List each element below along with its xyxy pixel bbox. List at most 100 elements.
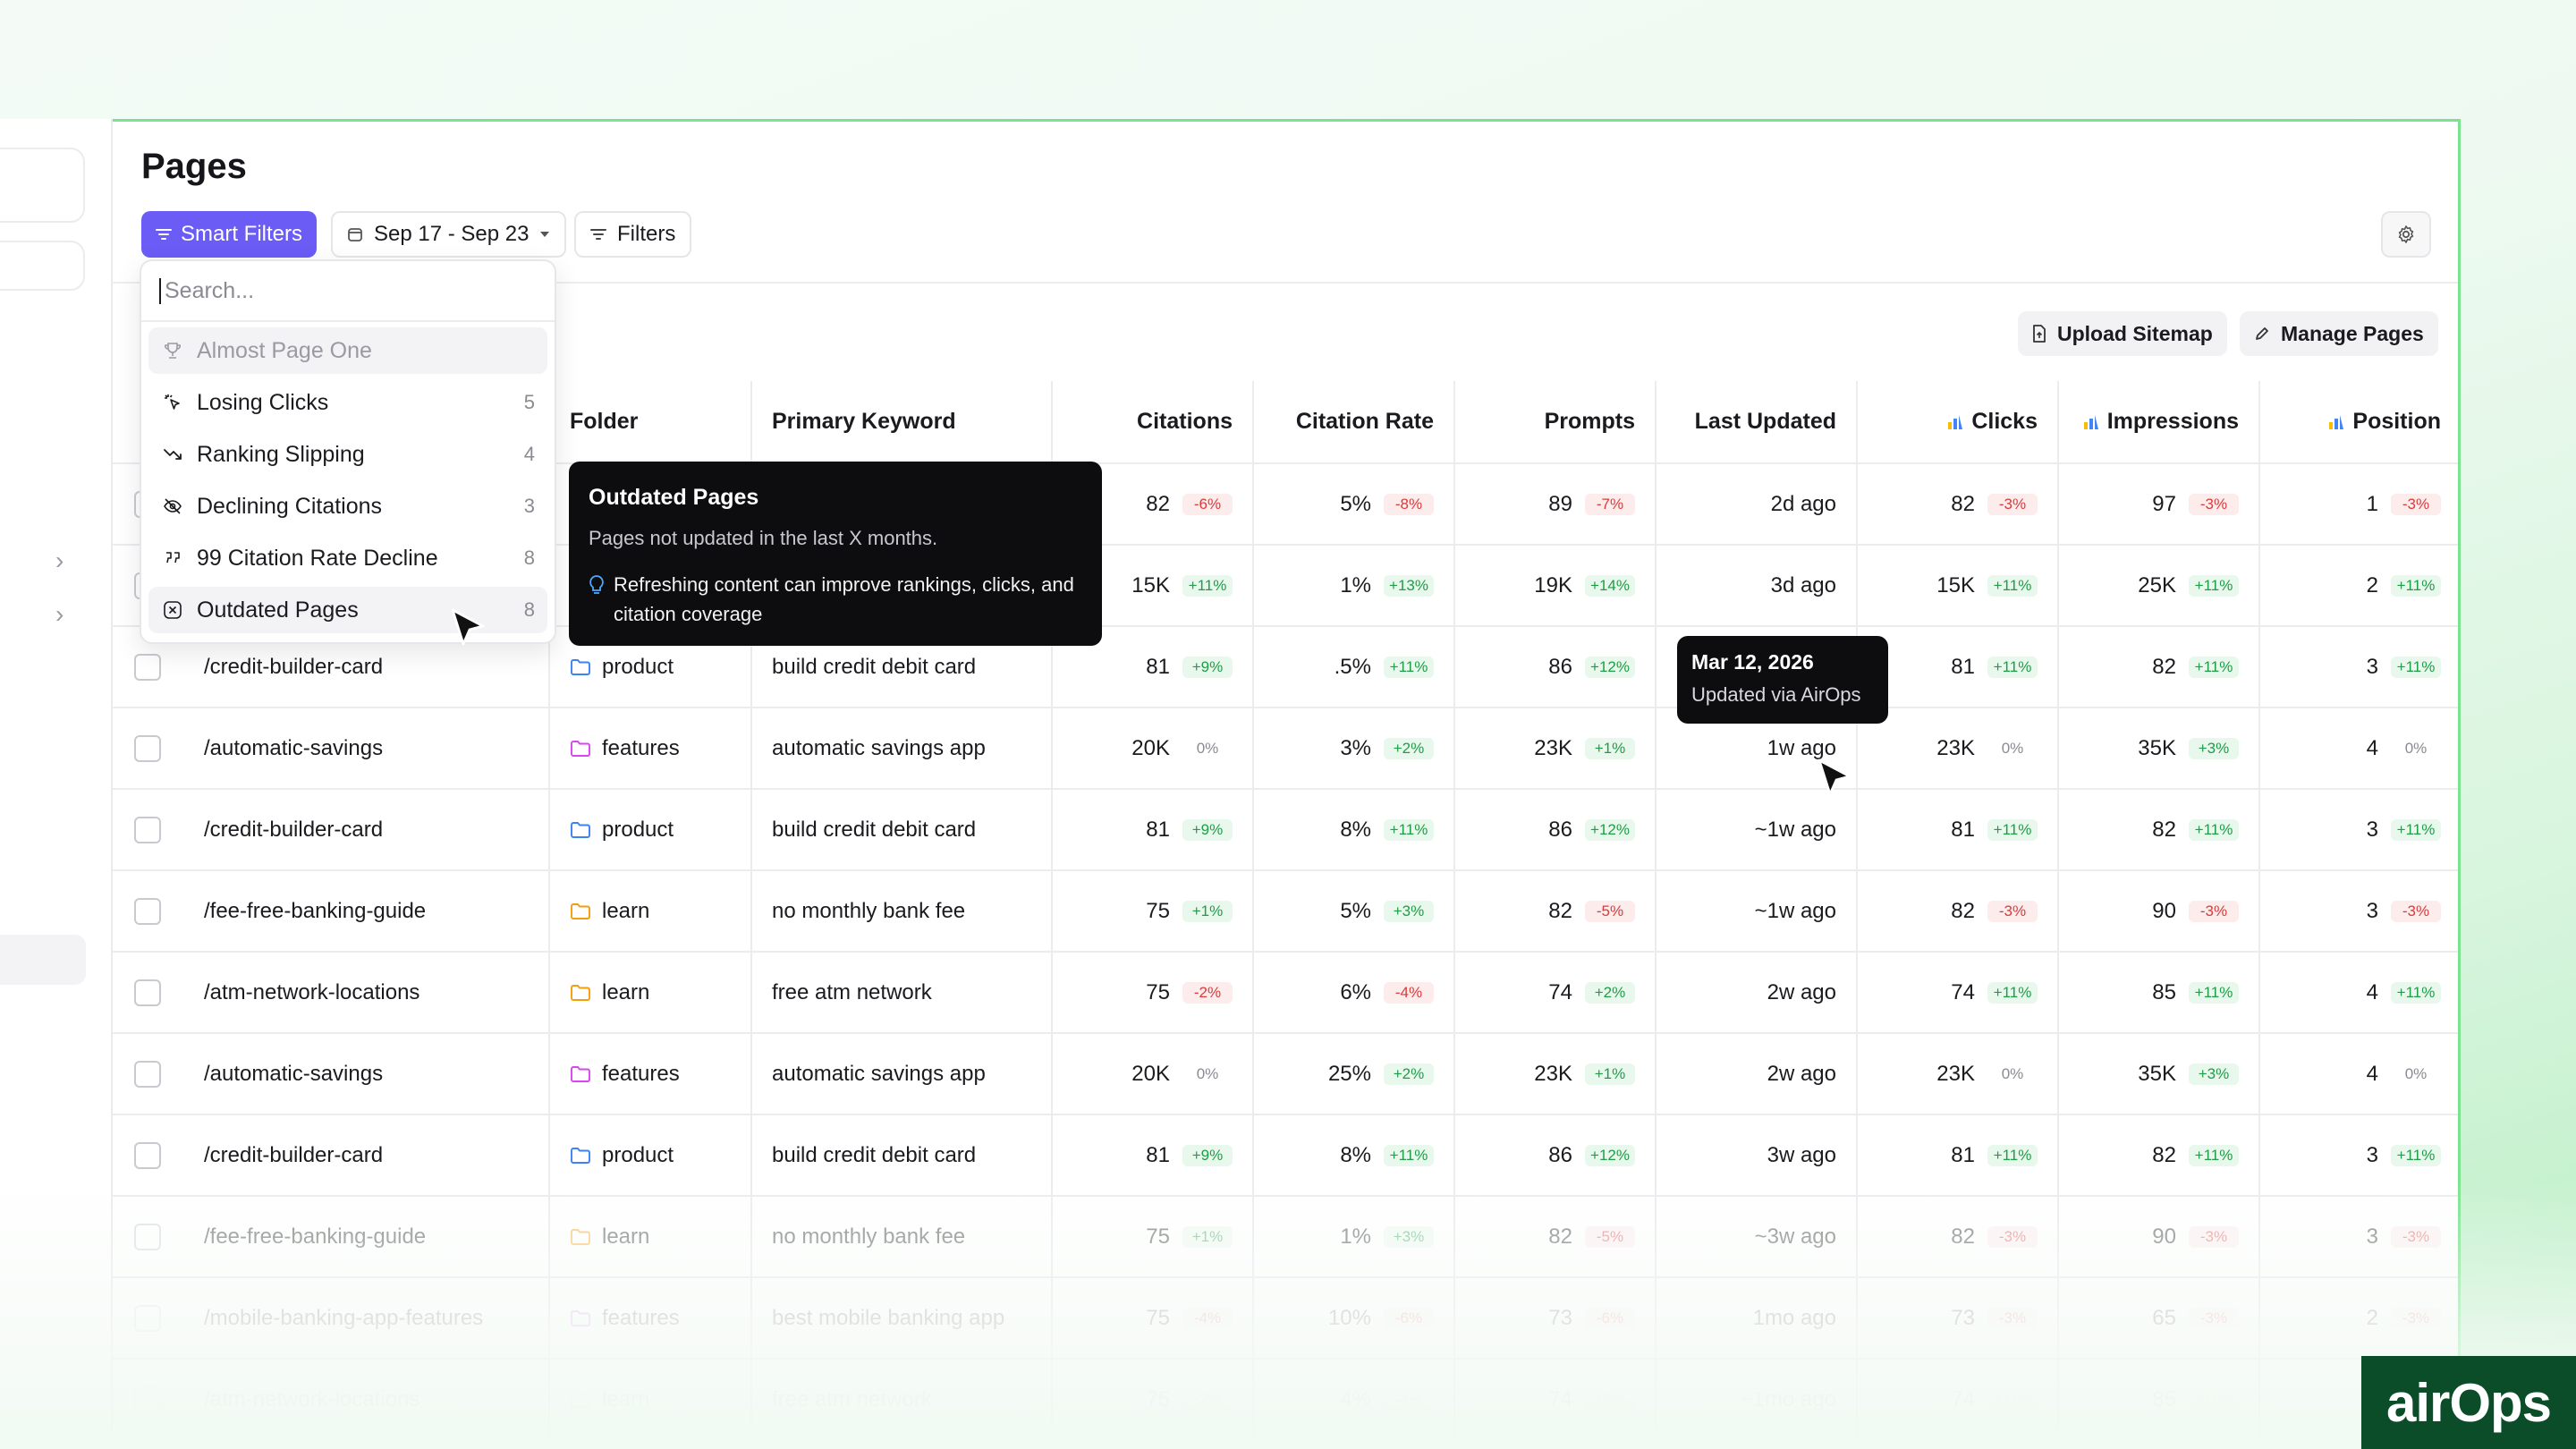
table-row[interactable]: /automatic-savings features automatic savi… <box>113 1033 2458 1115</box>
smart-filter-item[interactable]: Ranking Slipping 4 <box>148 431 547 478</box>
mouse-cursor-icon <box>1818 758 1852 796</box>
folder-cell: features <box>549 708 752 790</box>
row-checkbox[interactable] <box>134 1060 161 1088</box>
table-row[interactable]: /mobile-banking-app-features features best… <box>113 1277 2458 1360</box>
impressions-delta: +3% <box>2189 1063 2239 1085</box>
table-row[interactable]: /atm-network-locations learn free atm netw… <box>113 1359 2458 1441</box>
position-value: 3 <box>2366 817 2378 842</box>
header-prompts[interactable]: Prompts <box>1454 381 1657 464</box>
page-url[interactable]: /atm-network-locations <box>204 1386 420 1411</box>
url-cell[interactable]: /credit-builder-card <box>152 1114 550 1197</box>
table-row[interactable]: /atm-network-locations learn free atm netw… <box>113 952 2458 1034</box>
mouse-cursor-icon <box>451 608 485 646</box>
sidebar-item-selected[interactable] <box>0 935 86 985</box>
table-row[interactable]: /fee-free-banking-guide learn no monthly b… <box>113 870 2458 953</box>
row-checkbox[interactable] <box>134 897 161 925</box>
upload-sitemap-button[interactable]: Upload Sitemap <box>2018 311 2227 356</box>
header-position[interactable]: Position <box>2259 381 2458 464</box>
tooltip-date-subtitle: Updated via AirOps <box>1691 683 1861 706</box>
header-primary-keyword[interactable]: Primary Keyword <box>751 381 1053 464</box>
url-cell[interactable]: /atm-network-locations <box>152 952 550 1034</box>
clicks-cell: 82 -3% <box>1857 1196 2059 1278</box>
prompts-cell: 86 +12% <box>1454 1114 1657 1197</box>
keyword-cell: free atm network <box>751 1359 1053 1441</box>
page-url[interactable]: /credit-builder-card <box>204 817 384 842</box>
page-url[interactable]: /mobile-banking-app-features <box>204 1305 484 1330</box>
url-cell[interactable]: /automatic-savings <box>152 708 550 790</box>
sidebar-card[interactable] <box>0 148 85 223</box>
row-checkbox[interactable] <box>134 979 161 1006</box>
page-url[interactable]: /atm-network-locations <box>204 979 420 1004</box>
folder-label: learn <box>602 979 650 1004</box>
last-updated-cell[interactable]: 2w ago <box>1656 952 1858 1034</box>
last-updated-cell[interactable]: 1mo ago <box>1656 1277 1858 1360</box>
last-updated-cell[interactable]: 2d ago <box>1656 463 1858 546</box>
header-citation-rate[interactable]: Citation Rate <box>1253 381 1455 464</box>
url-cell[interactable]: /fee-free-banking-guide <box>152 1196 550 1278</box>
date-range-button[interactable]: Sep 17 - Sep 23 <box>331 211 567 258</box>
last-updated-cell[interactable]: ~3w ago <box>1656 1196 1858 1278</box>
page-url[interactable]: /automatic-savings <box>204 735 384 760</box>
table-row[interactable]: /credit-builder-card product build credit … <box>113 789 2458 871</box>
last-updated-cell[interactable]: ~1mo ago <box>1656 1359 1858 1441</box>
row-checkbox[interactable] <box>134 1385 161 1413</box>
last-updated-value: ~1w ago <box>1754 817 1836 842</box>
last-updated-cell[interactable]: 3w ago <box>1656 1114 1858 1197</box>
citations-value: 15K <box>1131 572 1170 597</box>
smart-filter-item[interactable]: Losing Clicks 5 <box>148 379 547 426</box>
manage-pages-button[interactable]: Manage Pages <box>2240 311 2438 356</box>
smart-filters-button[interactable]: Smart Filters <box>141 211 318 258</box>
chevron-right-icon[interactable]: › <box>55 547 64 574</box>
impressions-delta: +11% <box>2189 981 2239 1004</box>
url-cell[interactable]: /credit-builder-card <box>152 789 550 871</box>
chevron-right-icon[interactable]: › <box>55 600 64 628</box>
citations-delta: +11% <box>1182 574 1233 597</box>
header-citations[interactable]: Citations <box>1052 381 1254 464</box>
row-checkbox[interactable] <box>134 1304 161 1332</box>
dropdown-search <box>141 261 555 322</box>
table-row[interactable]: /automatic-savings features automatic savi… <box>113 708 2458 790</box>
sidebar-card[interactable] <box>0 241 85 291</box>
url-cell[interactable]: /fee-free-banking-guide <box>152 870 550 953</box>
keyword-cell: free atm network <box>751 952 1053 1034</box>
table-row[interactable]: /fee-free-banking-guide learn no monthly b… <box>113 1196 2458 1278</box>
smart-filter-item[interactable]: 99 Citation Rate Decline 8 <box>148 535 547 581</box>
url-cell[interactable]: /automatic-savings <box>152 1033 550 1115</box>
smart-filter-item[interactable]: Declining Citations 3 <box>148 483 547 530</box>
last-updated-cell[interactable]: 2w ago <box>1656 1033 1858 1115</box>
row-checkbox[interactable] <box>134 1141 161 1169</box>
header-impressions[interactable]: Impressions <box>2058 381 2260 464</box>
header-last-updated[interactable]: Last Updated <box>1656 381 1858 464</box>
position-value: 3 <box>2366 654 2378 679</box>
page-url[interactable]: /automatic-savings <box>204 1061 384 1086</box>
page-url[interactable]: /credit-builder-card <box>204 1142 384 1167</box>
row-checkbox[interactable] <box>134 816 161 843</box>
clicks-cell: 82 -3% <box>1857 463 2059 546</box>
page-url[interactable]: /fee-free-banking-guide <box>204 898 427 923</box>
clicks-value: 15K <box>1936 572 1975 597</box>
last-updated-cell[interactable]: ~1w ago <box>1656 870 1858 953</box>
last-updated-cell[interactable]: 3d ago <box>1656 545 1858 627</box>
row-checkbox[interactable] <box>134 1223 161 1250</box>
url-cell[interactable]: /atm-network-locations <box>152 1359 550 1441</box>
citation-rate-cell: 5% -8% <box>1253 463 1455 546</box>
prompts-value: 73 <box>1548 1305 1572 1330</box>
row-checkbox[interactable] <box>134 734 161 762</box>
header-clicks[interactable]: Clicks <box>1857 381 2059 464</box>
keyword-cell: no monthly bank fee <box>751 1196 1053 1278</box>
citation-rate-value: 1% <box>1340 572 1371 597</box>
row-checkbox[interactable] <box>134 653 161 681</box>
smart-filter-search-input[interactable] <box>159 277 537 304</box>
table-row[interactable]: /credit-builder-card product build credit … <box>113 1114 2458 1197</box>
url-cell[interactable]: /mobile-banking-app-features <box>152 1277 550 1360</box>
last-updated-cell[interactable]: ~1w ago <box>1656 789 1858 871</box>
filters-button[interactable]: Filters <box>574 211 692 258</box>
folder-cell: learn <box>549 952 752 1034</box>
clicks-value: 81 <box>1951 817 1975 842</box>
smart-filter-item[interactable]: Almost Page One <box>148 327 547 374</box>
settings-button[interactable] <box>2381 211 2431 258</box>
page-url[interactable]: /credit-builder-card <box>204 654 384 679</box>
header-folder[interactable]: Folder <box>549 381 752 464</box>
page-url[interactable]: /fee-free-banking-guide <box>204 1224 427 1249</box>
primary-keyword: best mobile banking app <box>772 1305 1005 1330</box>
